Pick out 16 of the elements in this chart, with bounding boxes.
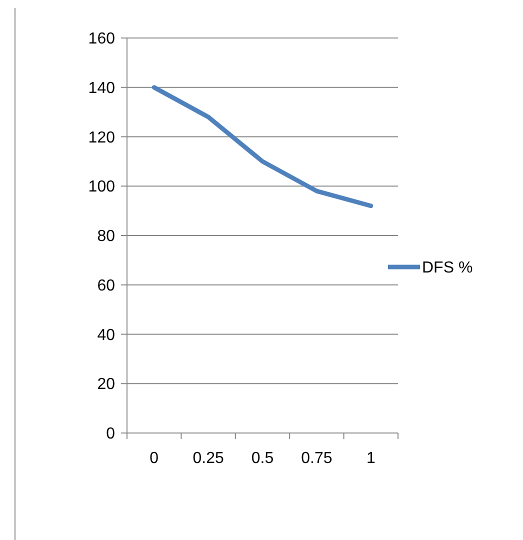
x-tick-label: 0 xyxy=(150,450,159,467)
x-tick-label: 0.5 xyxy=(251,450,274,467)
y-tick-label: 100 xyxy=(88,178,116,196)
line-series xyxy=(152,85,374,208)
x-tick-label: 0.75 xyxy=(301,450,332,467)
x-tick-label: 0.25 xyxy=(192,450,224,467)
y-tick-label: 20 xyxy=(97,376,116,394)
y-tick-label: 140 xyxy=(88,80,116,97)
legend-label: DFS % xyxy=(422,260,473,277)
y-tick-label: 120 xyxy=(88,129,116,146)
y-tick-label: 40 xyxy=(97,326,116,344)
y-tick-label: 80 xyxy=(97,228,116,246)
y-tick-label: 60 xyxy=(97,277,116,294)
y-tick-label: 160 xyxy=(88,30,116,48)
y-tick-label: 0 xyxy=(106,426,116,443)
x-tick-label: 1 xyxy=(366,450,376,467)
